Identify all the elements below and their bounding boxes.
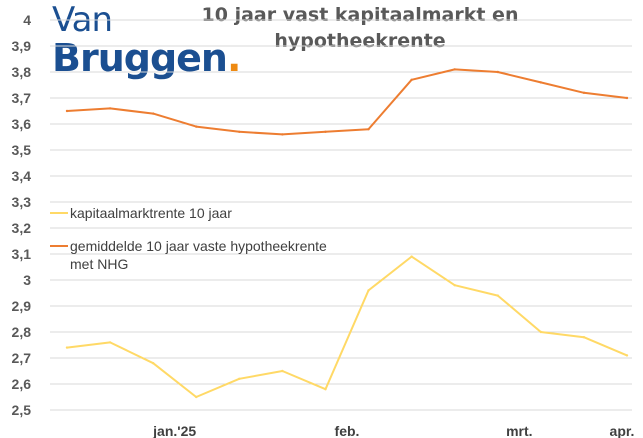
data-point bbox=[410, 255, 413, 258]
y-tick-label: 2,6 bbox=[12, 376, 32, 392]
data-point bbox=[453, 284, 456, 287]
data-point bbox=[367, 289, 370, 292]
logo-bruggen-text: Bruggen bbox=[52, 36, 228, 80]
logo-bruggen-row: Bruggen. bbox=[52, 36, 241, 80]
y-tick-label: 3,6 bbox=[12, 116, 32, 132]
data-point bbox=[582, 91, 586, 95]
data-point bbox=[195, 395, 198, 399]
x-tick-label: feb. bbox=[335, 423, 360, 438]
data-point bbox=[65, 109, 69, 113]
logo-dot: . bbox=[226, 36, 241, 80]
data-point bbox=[410, 78, 413, 82]
y-tick-label: 2,7 bbox=[12, 350, 32, 366]
y-tick-label: 3,9 bbox=[12, 38, 32, 54]
y-tick-label: 4 bbox=[23, 12, 31, 28]
data-point bbox=[539, 81, 543, 84]
y-tick-label: 3,7 bbox=[12, 90, 32, 106]
x-tick-label: mrt. bbox=[506, 423, 532, 438]
x-tick-label: jan.'25 bbox=[152, 423, 196, 438]
data-point bbox=[625, 354, 629, 357]
data-point bbox=[151, 362, 155, 365]
y-axis-ticks: 2,5 2,6 2,7 2,8 2,9 3 3,1 3,2 3,3 3,4 3,5 3,6 3,7 3,8… bbox=[12, 12, 32, 418]
data-point bbox=[496, 294, 499, 297]
legend-label: kapitaalmarktrente 10 jaar bbox=[70, 205, 232, 221]
data-point bbox=[108, 107, 112, 110]
y-tick-label: 2,9 bbox=[12, 298, 32, 314]
y-tick-label: 3,1 bbox=[12, 246, 32, 262]
data-point bbox=[625, 96, 629, 100]
x-axis-ticks: jan.'25 feb. mrt. apr. bbox=[152, 423, 634, 438]
y-tick-label: 3,4 bbox=[12, 168, 32, 184]
y-tick-label: 2,8 bbox=[12, 324, 32, 340]
data-point bbox=[281, 133, 284, 136]
data-point bbox=[238, 130, 241, 133]
legend: kapitaalmarktrente 10 jaar gemiddelde 10 … bbox=[50, 205, 327, 272]
data-point bbox=[195, 125, 198, 128]
y-tick-label: 3,2 bbox=[12, 220, 32, 236]
legend-label: met NHG bbox=[70, 256, 128, 272]
data-point bbox=[151, 112, 155, 115]
data-point bbox=[367, 128, 370, 131]
series-line-2 bbox=[66, 68, 628, 136]
data-point bbox=[453, 68, 456, 71]
data-point bbox=[324, 388, 327, 391]
x-tick-label: apr. bbox=[610, 423, 635, 438]
data-point bbox=[324, 130, 327, 133]
data-point bbox=[65, 346, 69, 349]
y-tick-label: 3,3 bbox=[12, 194, 32, 210]
y-tick-label: 3,5 bbox=[12, 142, 32, 158]
legend-label: gemiddelde 10 jaar vaste hypotheekrente bbox=[70, 238, 327, 254]
series-line-1 bbox=[66, 255, 628, 398]
data-point bbox=[281, 369, 284, 373]
brand-logo: Van Bruggen. bbox=[52, 2, 241, 80]
data-point bbox=[108, 341, 112, 344]
y-tick-label: 2,5 bbox=[12, 402, 32, 418]
data-point bbox=[238, 377, 241, 380]
data-point bbox=[539, 330, 543, 334]
y-tick-label: 3 bbox=[23, 272, 31, 288]
series-lines bbox=[65, 68, 629, 399]
y-tick-label: 3,8 bbox=[12, 64, 32, 80]
grid-lines bbox=[50, 19, 632, 411]
data-point bbox=[582, 336, 586, 339]
data-point bbox=[496, 70, 499, 74]
